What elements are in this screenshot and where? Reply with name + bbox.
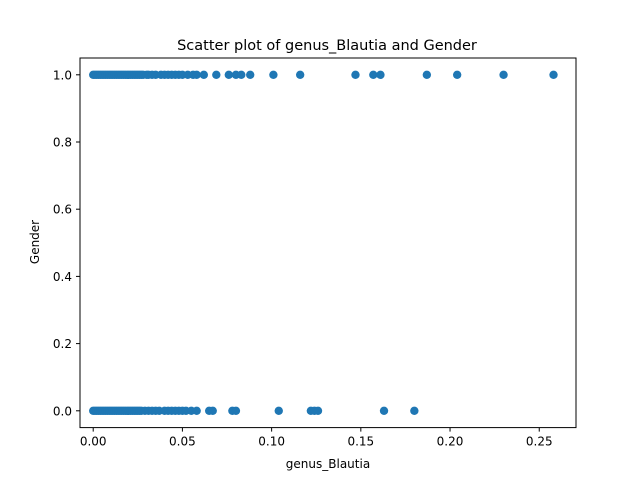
x-tick-label: 0.05 (169, 435, 196, 449)
data-points (89, 70, 558, 415)
x-axis-ticks: 0.00 0.05 0.10 0.15 0.20 0.25 (80, 427, 553, 449)
scatter-point (499, 70, 508, 80)
scatter-point (192, 70, 201, 80)
scatter-point (295, 70, 305, 80)
scatter-point (199, 70, 209, 80)
scatter-point (274, 406, 283, 415)
y-axis-label: Gender (28, 220, 42, 264)
x-tick-label: 0.00 (80, 435, 107, 449)
scatter-point (379, 406, 389, 415)
x-axis-label: genus_Blautia (286, 457, 370, 471)
scatter-point (212, 70, 221, 80)
y-tick-label: 1.0 (53, 68, 72, 82)
scatter-point (208, 406, 217, 415)
scatter-point (369, 70, 378, 80)
x-tick-label: 0.15 (347, 435, 374, 449)
scatter-point (231, 406, 241, 415)
scatter-point (422, 70, 432, 80)
scatter-point (246, 70, 255, 80)
x-tick-label: 0.25 (526, 435, 553, 449)
x-tick-label: 0.10 (258, 435, 285, 449)
y-tick-label: 0.2 (53, 337, 72, 351)
scatter-point (192, 406, 201, 415)
scatter-point (376, 70, 385, 80)
chart-title: Scatter plot of genus_Blautia and Gender (177, 38, 477, 54)
y-tick-label: 0.6 (53, 203, 72, 217)
scatter-point (224, 70, 233, 80)
plot-frame (79, 57, 577, 429)
y-axis-ticks: 0.0 0.2 0.4 0.6 0.8 1.0 (53, 68, 80, 418)
scatter-point (549, 70, 558, 80)
y-tick-label: 0.4 (53, 270, 72, 284)
scatter-point (452, 70, 462, 80)
scatter-point (313, 406, 323, 415)
y-tick-label: 0.0 (53, 404, 72, 418)
scatter-point (351, 70, 360, 80)
scatter-point (237, 70, 246, 80)
scatter-point (269, 70, 278, 80)
x-tick-label: 0.20 (437, 435, 464, 449)
y-tick-label: 0.8 (53, 136, 72, 150)
scatter-point (410, 406, 419, 415)
